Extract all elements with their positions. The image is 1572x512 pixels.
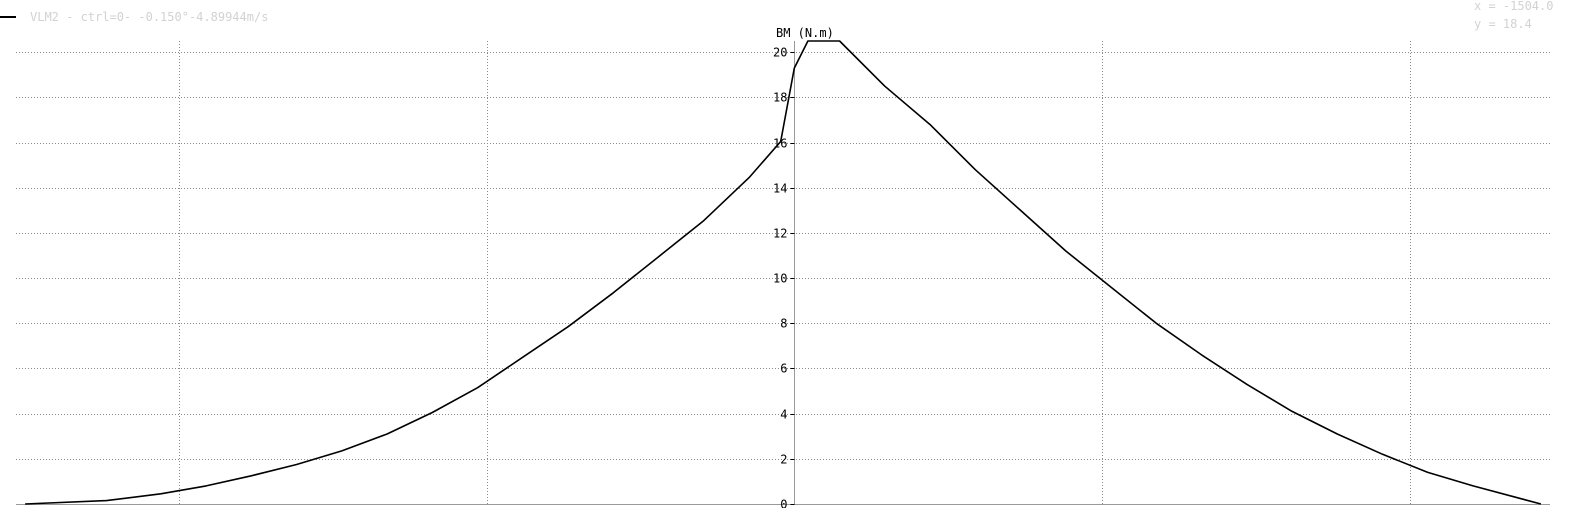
- y-tick-label: 14: [773, 182, 787, 196]
- legend-label: VLM2 - ctrl=0- -0.150°-4.89944m/s: [30, 10, 268, 24]
- axes: [16, 41, 1550, 505]
- legend: VLM2 - ctrl=0- -0.150°-4.89944m/s: [0, 10, 268, 24]
- y-tick-label: 10: [773, 272, 787, 286]
- series-layer: [25, 40, 1542, 505]
- y-tick-label: 4: [780, 408, 787, 422]
- y-tick-label: 12: [773, 227, 787, 241]
- y-tick-label: 6: [780, 362, 787, 376]
- chart-title: BM (N.m): [776, 26, 834, 40]
- y-tick-label: 20: [773, 46, 787, 60]
- y-tick-label: 0: [780, 498, 787, 509]
- y-tick-label: 18: [773, 91, 787, 105]
- series-line: [25, 40, 1542, 505]
- readout-x: x = -1504.0: [1474, 0, 1553, 13]
- cursor-readout: x = -1504.0 y = 18.4: [1474, 0, 1553, 31]
- y-tick-label: 2: [780, 453, 787, 467]
- grid: [16, 41, 1550, 504]
- y-tick-label: 8: [780, 317, 787, 331]
- readout-y: y = 18.4: [1474, 17, 1532, 31]
